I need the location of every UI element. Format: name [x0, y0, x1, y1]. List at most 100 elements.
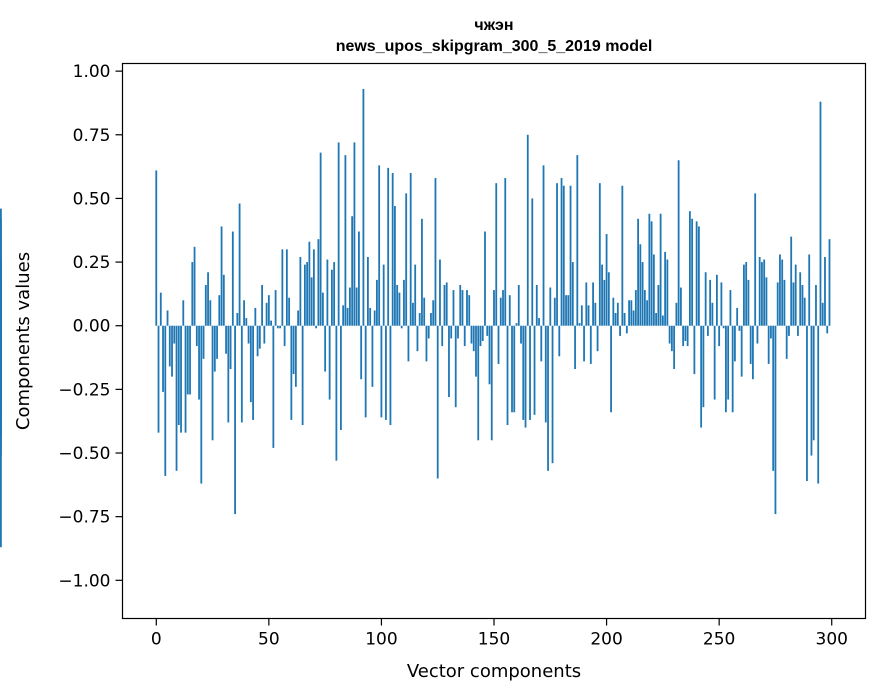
bar-component-122 — [430, 313, 432, 326]
bar-component-240 — [695, 221, 698, 326]
bar-component-110 — [403, 279, 405, 326]
bar-component-186 — [574, 325, 576, 369]
bar-component-124 — [434, 178, 437, 326]
bar-component-166 — [529, 325, 531, 420]
plot-frame — [121, 62, 867, 620]
y-tick-label: 0.75 — [73, 126, 111, 146]
bar-component-82 — [340, 325, 342, 431]
bar-component-139 — [468, 295, 471, 326]
bar-component-18 — [195, 325, 198, 347]
bar-component-159 — [513, 325, 516, 413]
bar-component-36 — [236, 313, 239, 326]
bar-component-140 — [470, 325, 473, 344]
bar-component-292 — [812, 325, 815, 441]
bar-component-51 — [270, 320, 272, 326]
bar-component-277 — [779, 254, 781, 326]
bar-component-154 — [502, 290, 504, 326]
bar-component-48 — [263, 325, 266, 344]
bar-component-55 — [279, 325, 282, 329]
bar-component-67 — [306, 262, 309, 326]
y-tick-label: 1.00 — [73, 62, 111, 82]
bar-component-294 — [817, 325, 820, 484]
bar-component-107 — [396, 284, 399, 326]
bar-component-249 — [716, 274, 718, 326]
bar-component-188 — [578, 323, 581, 326]
bar-component-267 — [756, 325, 759, 344]
bar-component-253 — [725, 325, 727, 413]
bar-component-8 — [173, 325, 176, 344]
bar-component-81 — [337, 142, 340, 326]
bar-component-203 — [612, 297, 615, 326]
bar-component-121 — [427, 325, 430, 339]
bar-component-42 — [249, 325, 252, 403]
bar-component-103 — [387, 167, 390, 326]
bar-component-102 — [385, 325, 387, 420]
bar-component-210 — [628, 300, 630, 326]
bar-component-184 — [569, 185, 572, 326]
bar-component-256 — [731, 325, 734, 413]
bar-component-31 — [225, 325, 227, 354]
bar-component-1 — [157, 325, 160, 433]
bar-component-119 — [423, 297, 426, 326]
bar-component-74 — [321, 292, 324, 326]
bar-component-72 — [317, 239, 320, 326]
bar-component-56 — [281, 249, 284, 326]
bar-component-175 — [549, 287, 552, 326]
bar-component-158 — [511, 325, 513, 413]
bar-component-71 — [315, 325, 318, 329]
bar-component-131 — [450, 325, 453, 339]
y-tick-label: −0.75 — [58, 508, 110, 528]
bar-component-274 — [772, 325, 775, 471]
bar-component-52 — [272, 325, 275, 448]
bar-component-191 — [585, 282, 588, 326]
bar-component-68 — [308, 241, 311, 326]
bar-component-212 — [632, 310, 635, 326]
bar-component-225 — [661, 315, 664, 326]
bar-component-64 — [299, 256, 302, 326]
y-tick-label: −1.00 — [58, 571, 110, 591]
bar-component-108 — [398, 292, 401, 326]
bar-component-224 — [659, 213, 662, 326]
bar-component-113 — [409, 172, 412, 326]
bar-component-278 — [781, 259, 784, 326]
bar-component-196 — [596, 325, 599, 352]
bar-component-180 — [560, 178, 563, 326]
bar-component-170 — [538, 318, 540, 326]
bar-component-78 — [330, 269, 333, 326]
bar-component-250 — [718, 325, 721, 347]
bar-component-57 — [283, 325, 286, 347]
bar-component-281 — [788, 325, 790, 336]
bar-component-17 — [193, 246, 196, 326]
bar-component-136 — [461, 290, 464, 326]
bar-component-263 — [747, 279, 750, 326]
bar-component-264 — [749, 325, 752, 364]
bar-component-167 — [531, 198, 534, 326]
bar-component-141 — [472, 325, 475, 352]
bar-component-7 — [171, 325, 173, 377]
bar-component-230 — [673, 325, 676, 369]
bar-component-223 — [657, 284, 660, 326]
bar-component-293 — [815, 284, 817, 326]
bar-component-183 — [567, 295, 570, 326]
bar-component-156 — [506, 325, 509, 426]
bar-component-193 — [589, 325, 592, 364]
bar-component-28 — [218, 295, 221, 326]
bar-component-46 — [258, 325, 261, 349]
bar-component-61 — [292, 325, 295, 375]
bar-component-213 — [634, 290, 637, 326]
y-tick-label: 0.50 — [73, 189, 111, 209]
bar-component-248 — [713, 325, 716, 400]
bar-component-87 — [351, 216, 354, 326]
bar-component-111 — [405, 193, 408, 326]
bar-component-25 — [211, 325, 214, 441]
bar-component-288 — [803, 297, 806, 326]
bar-component-190 — [583, 325, 585, 362]
bar-component-242 — [700, 325, 703, 428]
bar-component-13 — [184, 325, 187, 433]
bar-component-221 — [652, 254, 655, 326]
bar-component-101 — [382, 264, 385, 326]
bar-component-104 — [389, 325, 392, 426]
y-tick-label: 0.00 — [73, 317, 111, 337]
bar-component-132 — [452, 290, 455, 326]
